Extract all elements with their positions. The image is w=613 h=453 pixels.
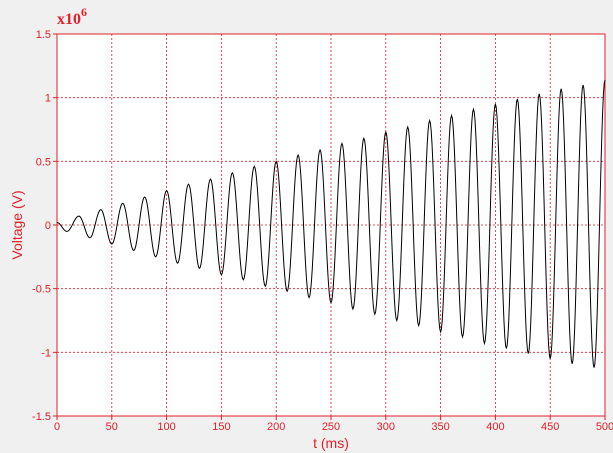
x-tick-label: 50: [106, 421, 118, 433]
x-tick-label: 350: [431, 421, 449, 433]
y-multiplier: x106: [57, 5, 87, 28]
y-tick-label: 1.5: [36, 29, 51, 41]
x-tick-labels: 0 50 100 150 200 250 300 350 400 450 500: [54, 421, 613, 433]
voltage-series-line: [56, 79, 606, 368]
x-tick-label: 250: [322, 421, 340, 433]
x-tick-label: 200: [267, 421, 285, 433]
x-tick-label: 450: [541, 421, 559, 433]
y-tick-label: 0.5: [36, 156, 51, 168]
x-tick-label: 400: [486, 421, 504, 433]
y-tick-label: -1: [41, 347, 51, 359]
y-tick-label: 0: [45, 220, 51, 232]
x-tick-label: 500: [596, 421, 613, 433]
y-axis-title: Voltage (V): [9, 190, 25, 259]
x-axis-title: t (ms): [313, 435, 349, 451]
x-tick-label: 0: [54, 421, 60, 433]
x-tick-label: 300: [377, 421, 395, 433]
y-multiplier-exponent: 6: [81, 5, 87, 19]
y-tick-label: -1.5: [32, 411, 51, 423]
y-tick-label: 1: [45, 93, 51, 105]
x-tick-label: 150: [212, 421, 230, 433]
y-multiplier-base: x10: [57, 11, 81, 28]
y-tick-labels: -1.5 -1 -0.5 0 0.5 1 1.5: [32, 29, 51, 423]
y-tick-label: -0.5: [32, 284, 51, 296]
x-tick-label: 100: [157, 421, 175, 433]
ticks: [53, 33, 606, 420]
